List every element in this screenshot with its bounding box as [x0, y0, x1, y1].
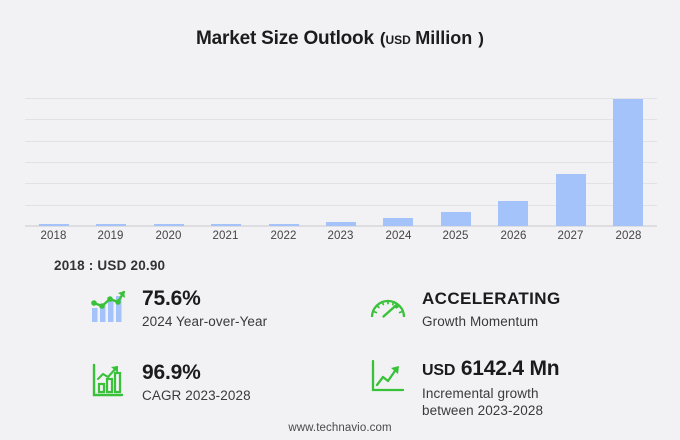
page-title-currency: USD: [385, 33, 411, 47]
bar-2025[interactable]: [441, 212, 471, 226]
zigzag-arrow-chart-icon: [368, 356, 408, 396]
speedometer-gauge-icon: [368, 286, 408, 326]
page-title-main: Market Size Outlook: [196, 28, 374, 49]
x-tick-label-2027: 2027: [557, 230, 584, 242]
bar-2018[interactable]: [39, 224, 69, 226]
bar-2019[interactable]: [96, 224, 126, 226]
stat-value-yoy: 75.6%: [142, 287, 201, 310]
line-over-bars-icon: [88, 286, 128, 326]
page-title-unit: Million: [415, 28, 473, 48]
bar-series-layer: [25, 98, 657, 226]
bar-2021[interactable]: [211, 224, 241, 226]
page-title: Market Size Outlook (USD Million): [0, 28, 680, 50]
x-tick-label-2026: 2026: [500, 230, 527, 242]
gridline: [25, 183, 657, 184]
x-tick-label-2021: 2021: [212, 230, 239, 242]
stat-text-block: 75.6% 2024 Year-over-Year: [142, 286, 267, 330]
bar-2027[interactable]: [556, 174, 586, 226]
stat-card-incremental-growth: USD 6142.4 Mn Incremental growth between…: [368, 356, 572, 419]
bar-chart-arrow-box-icon: [88, 360, 128, 400]
stat-label-cagr: CAGR 2023-2028: [142, 388, 251, 403]
footer-source-url: www.technavio.com: [288, 422, 392, 434]
x-tick-label-2028: 2028: [615, 230, 642, 242]
summary-stats-grid: 75.6% 2024 Year-over-Year: [0, 284, 680, 418]
x-tick-label-2023: 2023: [327, 230, 354, 242]
x-tick-label-2019: 2019: [97, 230, 124, 242]
stat-value-momentum: ACCELERATING: [422, 289, 561, 308]
gridline: [25, 162, 657, 163]
stat-text-block: 96.9% CAGR 2023-2028: [142, 360, 251, 404]
stat-card-cagr: 96.9% CAGR 2023-2028: [88, 360, 251, 404]
x-tick-label-2020: 2020: [155, 230, 182, 242]
stat-value-cagr: 96.9%: [142, 361, 201, 384]
x-tick-label-2025: 2025: [442, 230, 469, 242]
stat-value-incremental: USD 6142.4 Mn: [422, 357, 572, 383]
stat-card-year-over-year: 75.6% 2024 Year-over-Year: [88, 286, 267, 330]
x-axis-tick-labels: 2018 2019 2020 2021 2022 2023 2024 2025 2026 2027…: [25, 230, 657, 246]
stat-text-block: USD 6142.4 Mn Incremental growth between…: [422, 356, 572, 419]
bar-2026[interactable]: [498, 201, 528, 226]
bar-2024[interactable]: [383, 218, 413, 226]
bar-2020[interactable]: [154, 224, 184, 226]
stat-text-block: ACCELERATING Growth Momentum: [422, 286, 561, 330]
stat-value-incremental-amount: 6142.4 Mn: [460, 357, 560, 380]
x-tick-label-2022: 2022: [270, 230, 297, 242]
bar-2028[interactable]: [613, 99, 643, 226]
bar-2022[interactable]: [269, 224, 299, 226]
stat-label-incremental: Incremental growth between 2023-2028: [422, 386, 544, 418]
x-tick-label-2024: 2024: [385, 230, 412, 242]
page-title-paren-open: (: [379, 29, 386, 48]
x-tick-label-2018: 2018: [40, 230, 67, 242]
page-title-paren-close: ): [478, 29, 484, 48]
bar-2023[interactable]: [326, 222, 356, 226]
stat-label-momentum: Growth Momentum: [422, 314, 539, 329]
base-year-value-caption: 2018 : USD 20.90: [54, 258, 166, 273]
gridline: [25, 141, 657, 142]
gridline: [25, 98, 657, 99]
gridline: [25, 119, 657, 120]
gridline: [25, 205, 657, 206]
stat-label-yoy: 2024 Year-over-Year: [142, 314, 268, 329]
stat-card-growth-momentum: ACCELERATING Growth Momentum: [368, 286, 561, 330]
x-axis-baseline: [25, 225, 657, 227]
stat-value-incremental-unit: USD: [422, 362, 456, 379]
